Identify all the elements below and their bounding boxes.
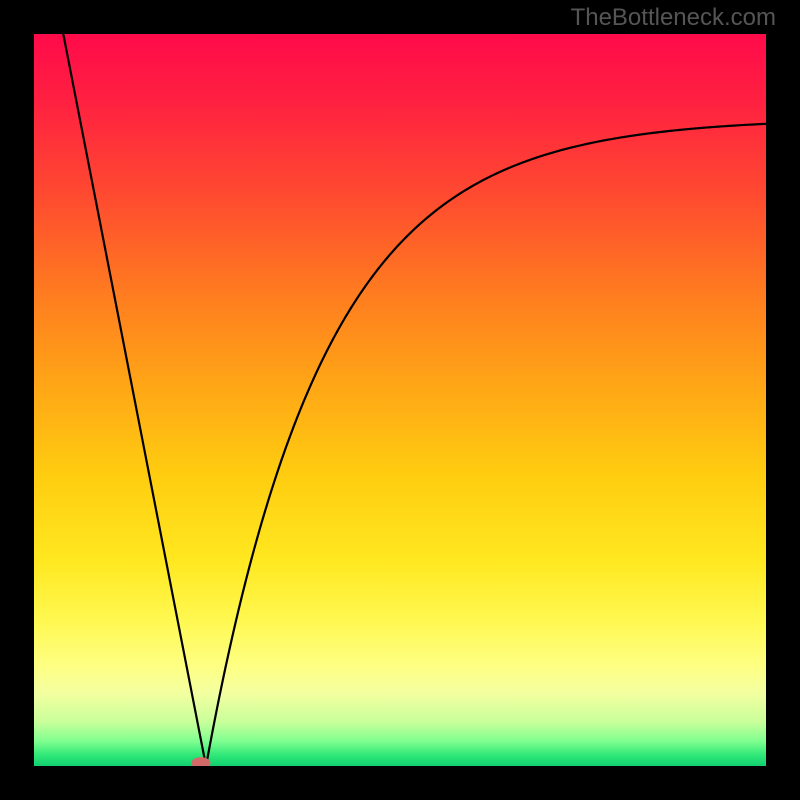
chart-plot-area [34,34,766,766]
gradient-background [34,34,766,766]
watermark-label: TheBottleneck.com [571,4,776,32]
